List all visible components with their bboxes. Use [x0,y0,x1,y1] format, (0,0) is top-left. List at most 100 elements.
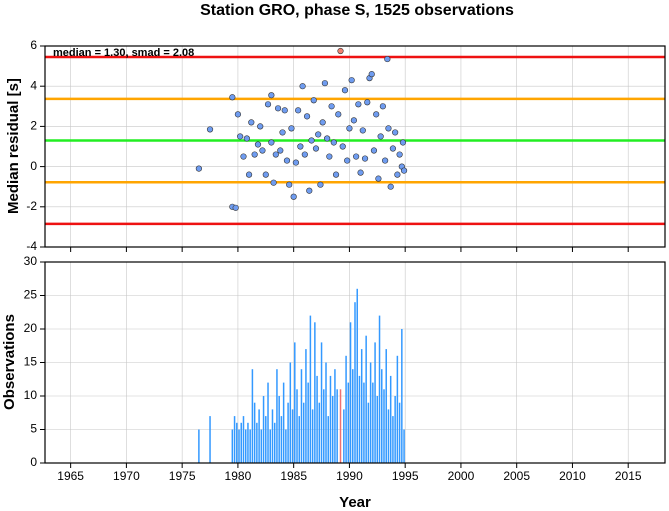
bar [249,429,251,463]
bar [329,375,332,463]
bar [323,389,325,463]
bar [276,369,278,463]
y-tick-label: 0 [30,455,37,469]
point [350,117,357,124]
bar [309,315,312,463]
point [317,181,324,188]
point [195,165,202,172]
bar [247,422,249,463]
point [240,153,247,160]
bar [403,429,405,463]
bar [325,362,327,463]
bar [320,342,323,463]
point [288,125,295,132]
x-tick-label: 1995 [392,469,419,483]
bar [378,315,381,463]
point [315,131,322,138]
plot-frame [44,261,666,464]
point [361,155,369,162]
point [339,143,346,150]
point [243,135,250,142]
point [303,113,311,120]
point [306,187,313,194]
point [359,127,366,134]
annotation: median = 1.30, smad = 2.08 [53,47,194,59]
x-tick-label: 1975 [169,469,196,483]
point [337,47,344,55]
bar [365,335,367,463]
x-tick-label: 2005 [503,469,530,483]
bar [356,288,358,463]
point [251,151,258,158]
bar [327,416,329,463]
bar [285,429,287,463]
point [234,111,242,118]
bar [334,369,336,463]
point [328,103,335,110]
plot-frame [44,45,666,248]
point [373,111,380,118]
point [274,105,282,112]
bar [251,369,254,463]
point [312,145,320,152]
y-tick-label: 30 [24,254,38,268]
bar [231,429,234,463]
bar [311,409,314,463]
x-tick-label: 1980 [225,469,252,483]
bar [394,396,396,463]
point [330,139,337,146]
bar [383,389,385,463]
bar [381,369,383,463]
bar [387,409,390,463]
point [396,151,403,158]
bar [401,329,403,463]
point [262,171,269,178]
bar [240,422,243,463]
point [290,193,297,200]
bar [389,375,392,463]
point [324,135,331,142]
point [357,169,364,176]
point [299,83,306,90]
bar [289,362,292,463]
x-tick-label: 2015 [615,469,642,483]
point [277,147,284,154]
y-tick-label: 0 [30,159,37,173]
point [326,153,333,160]
chart-title: Station GRO, phase S, 1525 observations [200,2,514,19]
bar [260,429,263,463]
x-tick-label: 1965 [57,469,84,483]
point [254,141,262,148]
point [400,167,408,174]
bar [291,409,294,463]
point [229,94,236,101]
bar [253,402,256,463]
point [321,80,328,87]
bar [287,402,289,463]
y-tick-label: 2 [30,119,37,133]
bar [294,342,296,463]
point [295,107,302,114]
point [268,92,275,99]
point [283,157,291,164]
bar [398,402,401,463]
bar [244,429,247,463]
point [346,125,353,132]
point [257,123,264,130]
bar [209,416,211,463]
x-tick-label: 1990 [336,469,363,483]
y-tick-label: 10 [24,388,38,402]
point [341,87,349,94]
bar [282,382,285,463]
y-tick-label: 25 [24,288,38,302]
bar [265,416,267,463]
point [259,147,266,154]
bar [318,402,321,463]
x-tick-label: 1985 [280,469,307,483]
bar [242,416,245,463]
point [264,101,272,108]
point [206,126,214,133]
bar [280,416,283,463]
point [364,99,371,106]
